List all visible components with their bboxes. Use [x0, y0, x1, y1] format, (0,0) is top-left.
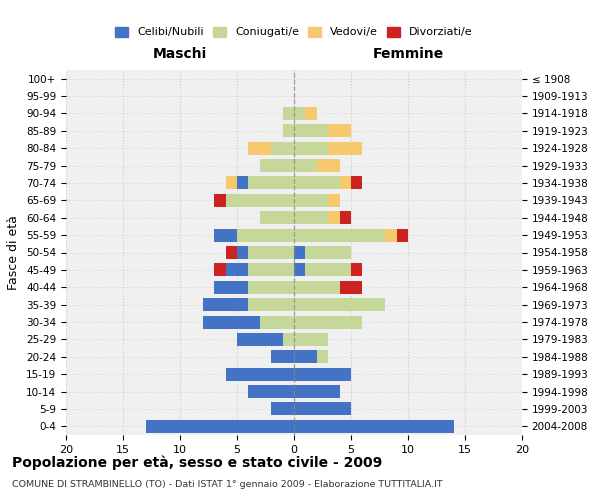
- Bar: [294, 298, 385, 311]
- Y-axis label: Fasce di età: Fasce di età: [7, 215, 20, 290]
- Bar: [248, 298, 294, 311]
- Bar: [248, 264, 294, 276]
- Bar: [283, 124, 294, 138]
- Bar: [226, 264, 248, 276]
- Bar: [328, 142, 362, 154]
- Bar: [397, 228, 408, 241]
- Bar: [294, 350, 317, 364]
- Bar: [214, 264, 226, 276]
- Bar: [294, 176, 340, 190]
- Text: Popolazione per età, sesso e stato civile - 2009: Popolazione per età, sesso e stato civil…: [12, 455, 382, 469]
- Bar: [328, 124, 351, 138]
- Bar: [351, 264, 362, 276]
- Bar: [226, 368, 294, 380]
- Bar: [294, 107, 305, 120]
- Bar: [294, 280, 340, 294]
- Bar: [294, 368, 351, 380]
- Bar: [260, 316, 294, 328]
- Bar: [294, 385, 340, 398]
- Bar: [146, 420, 294, 433]
- Bar: [214, 194, 226, 207]
- Bar: [237, 333, 283, 346]
- Bar: [385, 228, 397, 241]
- Bar: [340, 280, 362, 294]
- Bar: [294, 159, 317, 172]
- Bar: [294, 420, 454, 433]
- Bar: [248, 246, 294, 259]
- Bar: [294, 402, 351, 415]
- Bar: [226, 176, 237, 190]
- Bar: [294, 194, 328, 207]
- Bar: [340, 176, 351, 190]
- Bar: [294, 211, 328, 224]
- Bar: [294, 142, 328, 154]
- Text: Maschi: Maschi: [153, 47, 207, 61]
- Bar: [305, 107, 317, 120]
- Bar: [248, 280, 294, 294]
- Bar: [294, 316, 362, 328]
- Bar: [226, 246, 237, 259]
- Text: Femmine: Femmine: [373, 47, 443, 61]
- Bar: [283, 107, 294, 120]
- Bar: [317, 350, 328, 364]
- Bar: [248, 142, 271, 154]
- Bar: [294, 333, 328, 346]
- Bar: [317, 159, 340, 172]
- Bar: [226, 194, 294, 207]
- Text: COMUNE DI STRAMBINELLO (TO) - Dati ISTAT 1° gennaio 2009 - Elaborazione TUTTITAL: COMUNE DI STRAMBINELLO (TO) - Dati ISTAT…: [12, 480, 443, 489]
- Bar: [237, 176, 248, 190]
- Bar: [260, 211, 294, 224]
- Bar: [328, 211, 340, 224]
- Bar: [237, 246, 248, 259]
- Bar: [271, 402, 294, 415]
- Bar: [305, 264, 351, 276]
- Bar: [294, 264, 305, 276]
- Bar: [248, 176, 294, 190]
- Bar: [214, 228, 237, 241]
- Bar: [203, 316, 260, 328]
- Bar: [294, 228, 385, 241]
- Bar: [294, 246, 305, 259]
- Legend: Celibi/Nubili, Coniugati/e, Vedovi/e, Divorziati/e: Celibi/Nubili, Coniugati/e, Vedovi/e, Di…: [113, 24, 475, 40]
- Bar: [248, 385, 294, 398]
- Bar: [328, 194, 340, 207]
- Bar: [351, 176, 362, 190]
- Bar: [214, 280, 248, 294]
- Bar: [260, 159, 294, 172]
- Bar: [340, 211, 351, 224]
- Bar: [237, 228, 294, 241]
- Bar: [271, 350, 294, 364]
- Bar: [203, 298, 248, 311]
- Bar: [283, 333, 294, 346]
- Bar: [305, 246, 351, 259]
- Bar: [294, 124, 328, 138]
- Bar: [271, 142, 294, 154]
